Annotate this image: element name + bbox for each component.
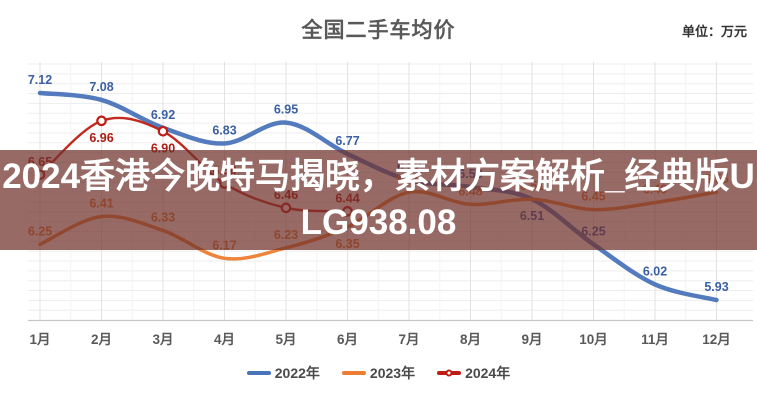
legend-swatch [341,371,366,375]
legend-label: 2023年 [369,365,416,381]
header: 全国二手车均价 单位：万元 [0,0,757,48]
x-axis-label: 5月 [275,332,296,347]
data-label-2022年: 6.77 [335,134,359,148]
legend-swatch [437,369,462,377]
x-axis-label: 3月 [152,332,173,347]
x-axis-label: 6月 [337,332,358,347]
legend-label: 2024年 [465,365,511,381]
x-axis-label: 4月 [214,332,235,347]
legend-label: 2022年 [274,365,320,381]
x-axis-label: 1月 [29,332,50,347]
chart-legend: 2022年 2023年 2024年 [0,363,757,383]
x-axis-label: 12月 [702,332,731,347]
x-axis-label: 9月 [521,332,542,347]
legend-item-2024年: 2024年 [437,363,510,383]
page-title: 全国二手车均价 [301,19,456,42]
x-axis-label: 7月 [398,332,419,347]
data-label-2022年: 7.08 [89,80,113,94]
series-marker-2024年 [96,115,107,127]
banner-text-line1: 2024香港今晚特马揭晓，素材方案解析_经典版U [2,157,755,196]
overlay-banner: 2024香港今晚特马揭晓，素材方案解析_经典版U LG938.08 [0,150,757,250]
x-axis-label: 8月 [460,332,481,347]
data-label-2022年: 6.83 [212,123,236,137]
legend-marker-dot [445,369,453,377]
legend-item-2023年: 2023年 [341,363,416,383]
x-axis-label: 10月 [579,332,608,347]
data-label-2022年: 5.93 [704,280,728,294]
banner-text-line2: LG938.08 [300,203,457,242]
x-axis-label: 11月 [641,332,669,347]
unit-label: 单位：万元 [681,24,747,39]
data-label-2022年: 6.95 [274,103,298,117]
data-label-2024年: 6.96 [89,131,113,145]
data-label-2022年: 6.92 [151,108,175,122]
data-label-2022年: 6.02 [643,264,667,278]
x-axis-label: 2月 [91,332,112,347]
series-marker-2024年 [157,125,169,137]
legend-swatch [246,371,271,375]
data-label-2022年: 7.12 [28,73,52,87]
legend-item-2022年: 2022年 [246,363,320,383]
